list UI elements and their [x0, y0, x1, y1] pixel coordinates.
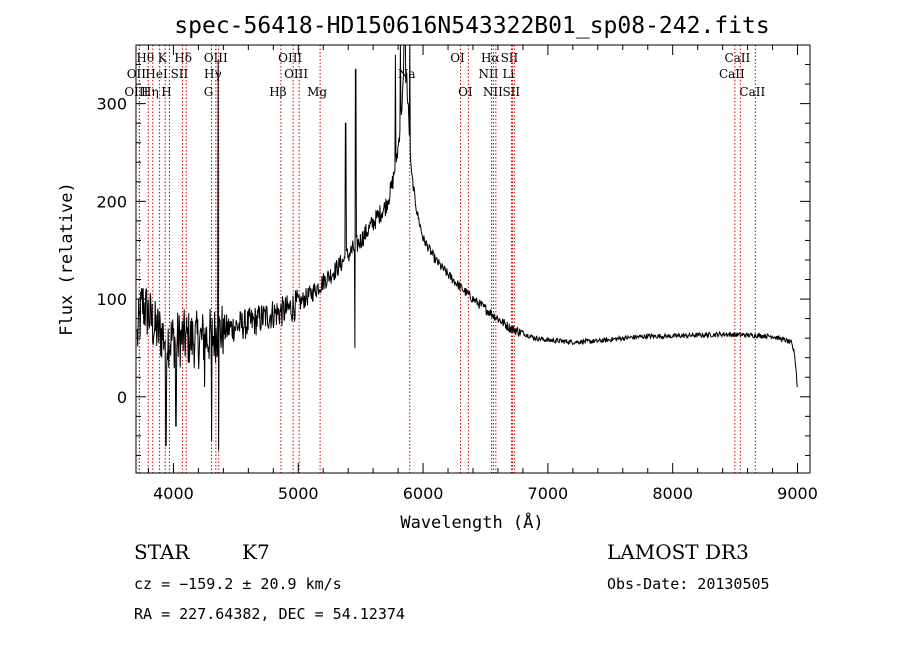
- spectral-line-label: SII: [171, 67, 189, 81]
- spectral-line-label: CaII: [739, 85, 765, 99]
- spectral-line-label: CaII: [719, 67, 745, 81]
- coordinates: RA = 227.64382, DEC = 54.12374: [134, 605, 405, 623]
- x-tick-label: 7000: [528, 484, 569, 503]
- chart-title: spec-56418-HD150616N543322B01_sp08-242.f…: [174, 13, 769, 39]
- spectral-line-label: SII: [502, 85, 520, 99]
- spectral-line-label: Hδ: [174, 51, 192, 65]
- y-axis: 0 100 200 300: [96, 64, 810, 456]
- object-class: STAR: [134, 540, 190, 564]
- spectral-line-label: NII: [478, 67, 498, 81]
- spectral-line-label: Hα: [481, 51, 500, 65]
- spectral-line-label: OIII: [284, 67, 308, 81]
- radial-velocity: cz = −159.2 ± 20.9 km/s: [134, 575, 342, 593]
- x-tick-label: 4000: [153, 484, 194, 503]
- x-tick-label: 5000: [278, 484, 319, 503]
- x-tick-label: 8000: [652, 484, 693, 503]
- spectral-line-label: Hθ: [136, 51, 154, 65]
- observation-date: Obs-Date: 20130505: [607, 575, 770, 593]
- object-subclass: K7: [242, 540, 270, 564]
- y-tick-label: 100: [96, 290, 127, 309]
- spectrum-line: [136, 44, 798, 451]
- spectral-line-label: H: [161, 85, 171, 99]
- y-tick-label: 300: [96, 95, 127, 114]
- spectrum-series: [136, 44, 798, 451]
- spectral-line-label: Hβ: [269, 85, 286, 99]
- x-tick-label: 9000: [777, 484, 818, 503]
- spectral-line-label: Hγ: [204, 67, 222, 81]
- x-axis: 4000 5000 6000 7000 8000 9000: [147, 45, 818, 503]
- spectral-line-label: OI: [450, 51, 465, 65]
- spectral-line-label: HeI: [145, 67, 168, 81]
- spectral-line-label: G: [204, 85, 214, 99]
- spectral-line-label: Mg: [307, 85, 327, 99]
- survey-name: LAMOST DR3: [607, 540, 749, 564]
- y-tick-label: 0: [117, 388, 127, 407]
- spectral-line-label: OI: [458, 85, 473, 99]
- spectral-line-label: Hη: [141, 85, 159, 99]
- spectral-line-label: SII: [501, 51, 519, 65]
- spectral-line-label: CaII: [724, 51, 750, 65]
- spectral-line-label: Li: [503, 67, 515, 81]
- y-axis-label: Flux (relative): [57, 182, 77, 336]
- x-axis-label: Wavelength (Å): [400, 511, 543, 533]
- plot-frame: [135, 44, 811, 474]
- spectral-line-label: OIII: [204, 51, 228, 65]
- spectral-line-label: NII: [483, 85, 503, 99]
- spectral-line-label: K: [158, 51, 168, 65]
- x-tick-label: 6000: [403, 484, 444, 503]
- y-tick-label: 200: [96, 192, 127, 211]
- spectral-line-label: OIII: [278, 51, 302, 65]
